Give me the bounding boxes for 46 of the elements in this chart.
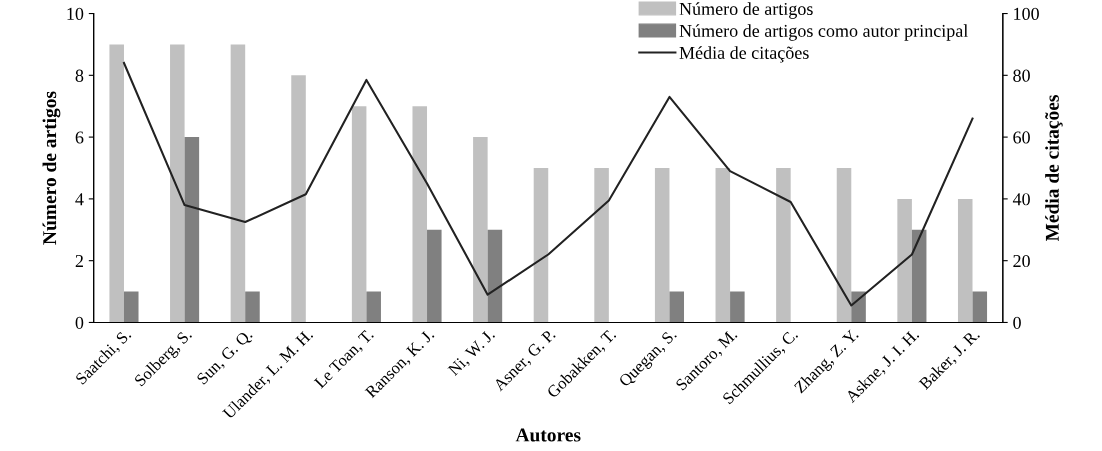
bar	[123, 291, 139, 323]
bar	[897, 198, 912, 323]
bar	[412, 106, 428, 323]
line-series	[122, 61, 974, 307]
bar	[972, 291, 988, 323]
bar	[351, 106, 367, 323]
bar	[957, 198, 973, 323]
bar	[473, 137, 488, 323]
x-tick-label: Ni, W. J.	[447, 328, 497, 378]
y2-tick-label: 100	[1014, 7, 1039, 20]
bar	[184, 137, 200, 323]
bar	[170, 44, 185, 323]
legend-label: Número de artigos	[679, 2, 813, 19]
legend-label: Número de artigos como autor principal	[679, 24, 968, 41]
x-axis-title: Autores	[515, 428, 581, 442]
y-axis-title: Número de artigos	[42, 91, 61, 245]
bar	[427, 229, 442, 323]
bar	[911, 229, 927, 323]
bar	[776, 168, 791, 323]
y-tick-label: 10	[67, 7, 84, 20]
bar	[730, 291, 745, 323]
bar	[715, 168, 731, 323]
bar	[245, 291, 260, 323]
y2-tick-label: 0	[1013, 316, 1021, 329]
legend-label: Média de citações	[679, 46, 809, 63]
bar	[109, 44, 124, 323]
bar	[533, 168, 549, 323]
y2-tick-label: 40	[1012, 193, 1030, 206]
bar	[836, 168, 852, 323]
bar	[594, 168, 609, 323]
bar	[669, 291, 685, 323]
bar	[366, 291, 381, 323]
y-tick-label: 2	[75, 254, 83, 267]
bar	[851, 291, 866, 323]
y-tick-label: 6	[75, 131, 84, 144]
y2-axis-title: Média de citações	[1045, 95, 1063, 242]
bar	[230, 44, 246, 323]
y2-tick-label: 60	[1013, 131, 1030, 144]
bar	[291, 75, 306, 323]
y-tick-label: 4	[75, 193, 84, 206]
y-tick-label: 8	[75, 69, 84, 82]
y-tick-label: 0	[75, 316, 84, 329]
bar	[487, 229, 503, 323]
y2-tick-label: 20	[1013, 254, 1030, 268]
bar	[654, 168, 670, 323]
y2-tick-label: 80	[1013, 69, 1030, 82]
